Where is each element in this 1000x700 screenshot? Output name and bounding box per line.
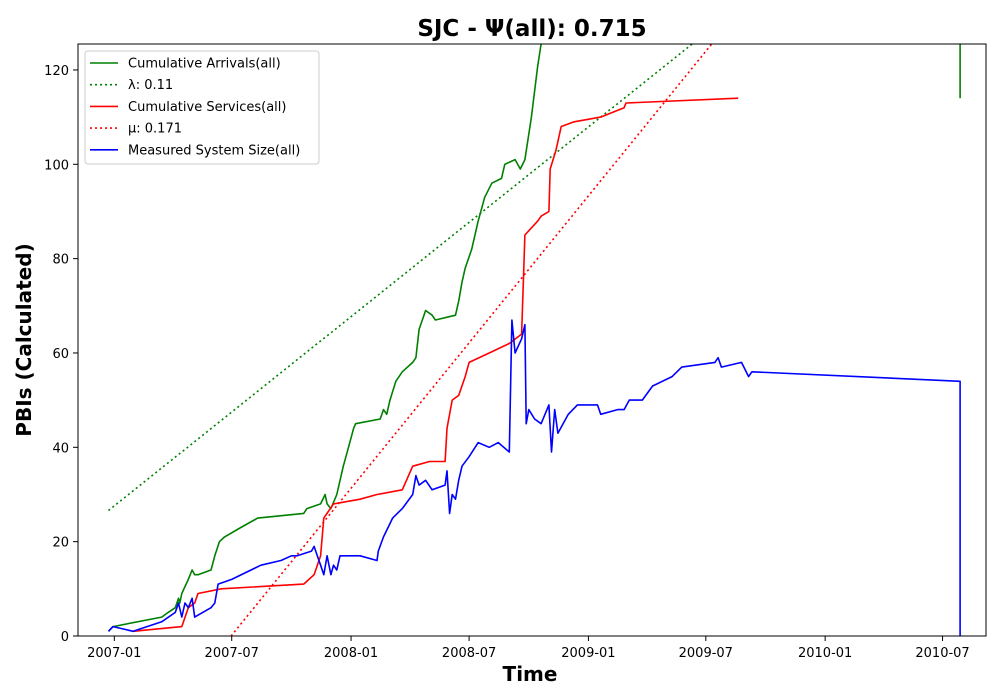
series-line-4 — [230, 44, 713, 636]
y-tick-label: 60 — [52, 347, 69, 362]
x-tick-label: 2009-07 — [679, 646, 733, 661]
series-line-5 — [107, 319, 961, 636]
chart-title: SJC - Ψ(all): 0.715 — [417, 16, 646, 42]
y-axis: 0 20 40 60 80 100 120 — [44, 64, 78, 645]
x-axis-label: Time — [503, 662, 558, 686]
legend-label-4: μ: 0.171 — [128, 122, 182, 137]
y-tick-label: 100 — [44, 158, 69, 173]
y-axis-label: PBIs (Calculated) — [12, 243, 36, 436]
legend-label-2: λ: 0.11 — [128, 78, 173, 93]
x-tick-label: 2010-07 — [915, 646, 969, 661]
series-line-3 — [133, 97, 739, 633]
legend-label-1: Cumulative Arrivals(all) — [128, 57, 281, 72]
legend-box — [84, 50, 320, 165]
y-tick-label: 40 — [52, 441, 69, 456]
x-tick-label: 2009-01 — [561, 646, 615, 661]
y-tick-label: 20 — [52, 536, 69, 551]
legend: Cumulative Arrivals(all) λ: 0.11 Cumulativ… — [84, 50, 320, 165]
plot-frame — [77, 43, 987, 637]
x-tick-label: 2008-01 — [324, 646, 378, 661]
y-tick-label: 0 — [61, 630, 69, 645]
y-tick-label: 120 — [44, 64, 69, 79]
y-tick-label: 80 — [52, 253, 69, 268]
x-tick-label: 2007-01 — [87, 646, 141, 661]
x-axis: 2007-01 2007-07 2008-01 2008-07 2009-01 2009-… — [87, 636, 970, 661]
x-tick-label: 2007-07 — [205, 646, 259, 661]
x-tick-label: 2008-07 — [442, 646, 496, 661]
legend-label-3: Cumulative Services(all) — [128, 100, 286, 115]
series-layer — [107, 44, 961, 636]
series-line-1 — [107, 44, 542, 632]
x-tick-label: 2010-01 — [798, 646, 852, 661]
legend-label-5: Measured System Size(all) — [128, 143, 300, 158]
